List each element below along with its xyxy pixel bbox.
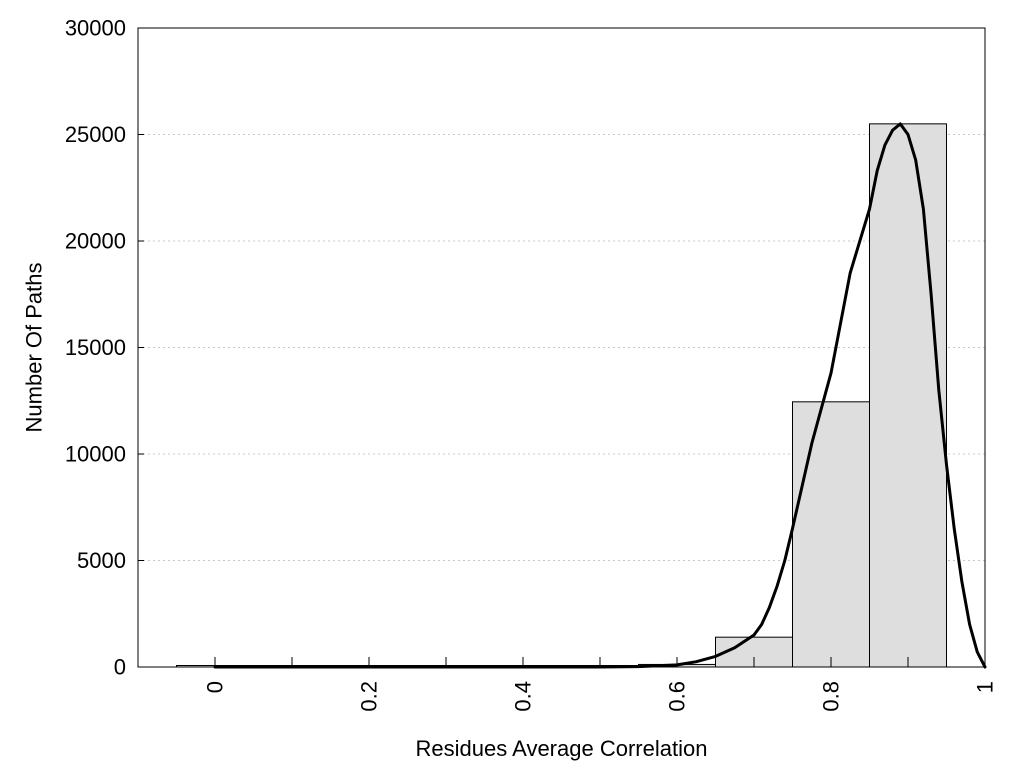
bars-layer [176,123,947,668]
ticks-layer: 0 5000 10000 15000 20000 25000 30000 0 0.2 0.4 0.6… [65,16,998,712]
x-tick-label: 0.4 [511,681,536,712]
x-tick-label: 1 [973,681,998,693]
y-tick-label: 20000 [65,229,126,254]
histogram-bar [792,401,870,668]
x-axis-title: Residues Average Correlation [416,736,708,761]
x-tick-label: 0.2 [357,681,382,712]
y-tick-label: 10000 [65,442,126,467]
y-axis-title: Number Of Paths [22,263,47,433]
y-tick-label: 25000 [65,122,126,147]
x-tick-label: 0 [203,681,228,693]
x-tick-label: 0.8 [819,681,844,712]
y-tick-label: 5000 [77,548,126,573]
x-tick-label: 0.6 [665,681,690,712]
histogram-bar [869,123,947,668]
y-tick-label: 30000 [65,16,126,41]
y-tick-label: 15000 [65,335,126,360]
y-tick-label: 0 [114,655,126,680]
